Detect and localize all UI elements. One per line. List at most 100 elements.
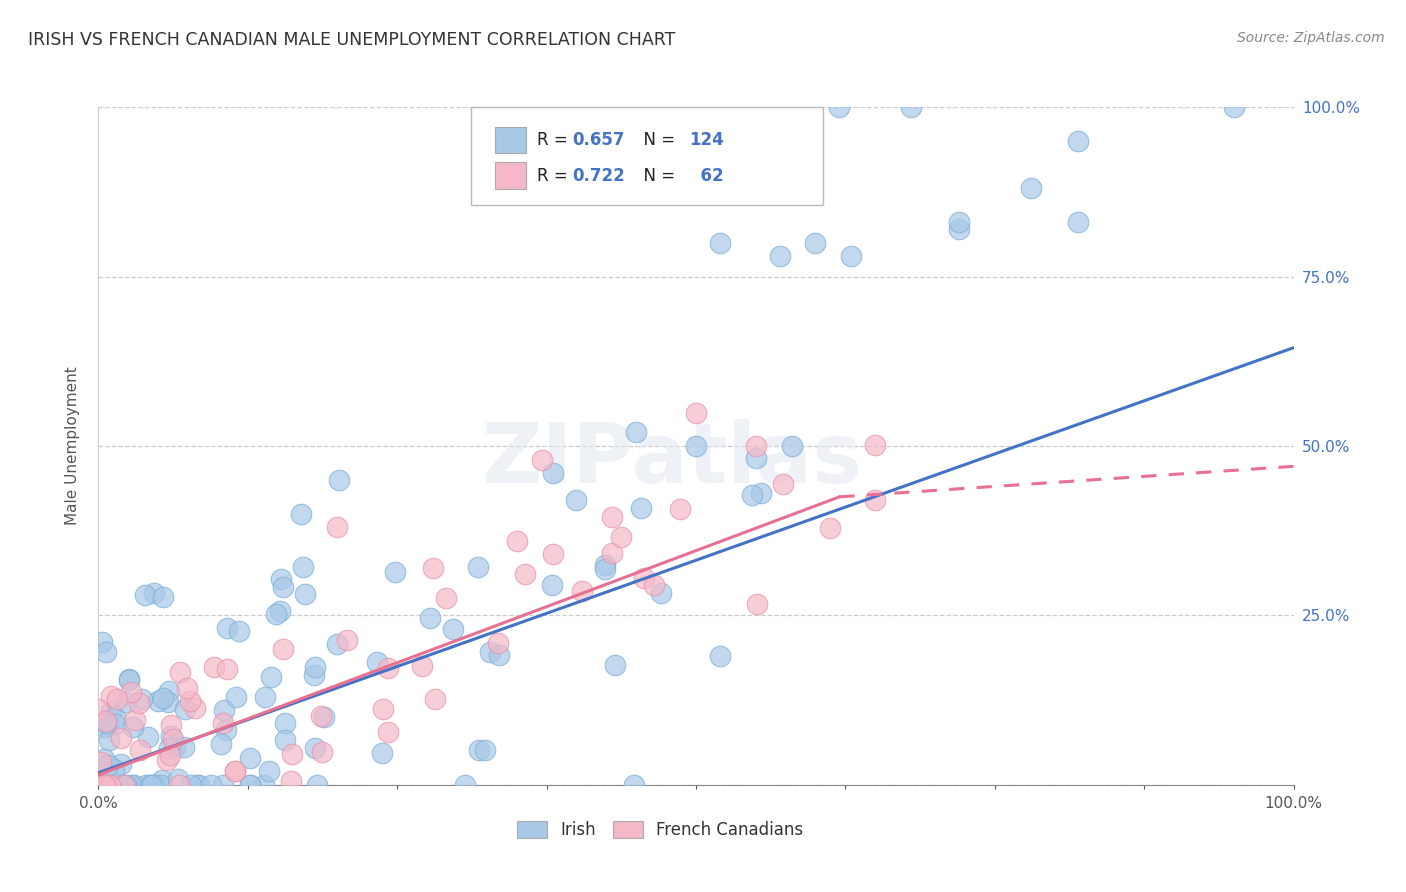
Point [104,710,127,724]
Point [541,548,564,562]
Point [311,746,333,760]
Point [162,731,184,746]
Point [900,100,922,114]
Point [747,597,769,611]
Point [312,710,335,724]
Point [209,737,232,751]
Point [328,473,350,487]
Point [467,559,489,574]
Point [828,100,851,114]
Point [110,757,132,772]
Text: 124: 124 [689,131,724,149]
Point [377,725,399,739]
Point [531,453,554,467]
Point [111,778,134,792]
Point [239,751,262,765]
Point [309,709,332,723]
Point [94,778,117,792]
Point [214,723,236,738]
Point [117,673,139,687]
Point [124,714,146,728]
Point [605,657,627,672]
Point [179,693,201,707]
Point [150,772,173,787]
Point [650,586,672,600]
Text: 62: 62 [689,167,724,185]
Point [94,778,117,792]
Point [110,731,132,745]
Point [270,573,292,587]
Point [669,501,692,516]
Point [157,684,180,698]
Text: R =: R = [537,131,574,149]
Point [305,778,328,792]
Point [186,778,208,792]
Point [107,778,129,792]
Point [384,565,406,579]
Point [160,717,183,731]
Point [150,778,173,792]
Point [98,778,121,792]
Point [304,659,326,673]
Point [103,762,125,776]
Point [129,743,152,757]
Point [515,567,537,582]
Point [602,546,624,560]
Point [152,590,174,604]
Point [96,714,118,728]
Point [454,778,477,792]
Point [741,488,763,502]
Point [214,703,236,717]
Point [643,578,665,592]
Point [709,235,731,250]
Point [266,607,288,622]
Point [141,778,163,792]
Point [100,689,122,703]
Point [271,641,294,656]
Text: IRISH VS FRENCH CANADIAN MALE UNEMPLOYMENT CORRELATION CHART: IRISH VS FRENCH CANADIAN MALE UNEMPLOYME… [28,31,675,49]
Point [253,778,276,792]
Point [1019,181,1042,195]
Point [274,732,297,747]
Point [259,764,281,778]
Point [173,739,195,754]
Point [593,558,616,573]
Point [224,764,246,779]
Point [326,637,349,651]
Point [134,588,156,602]
Point [157,695,180,709]
Point [146,694,169,708]
Point [200,778,222,792]
Point [506,533,529,548]
Point [745,450,768,465]
Point [122,778,145,792]
Point [239,778,262,792]
Point [377,661,399,675]
Point [749,485,772,500]
Point [294,587,316,601]
Point [211,778,233,792]
Point [441,622,464,636]
Point [184,701,207,715]
Point [131,691,153,706]
Point [212,716,235,731]
Point [96,715,118,730]
Point [274,716,297,731]
Point [93,778,115,792]
Point [291,560,314,574]
Text: Source: ZipAtlas.com: Source: ZipAtlas.com [1237,31,1385,45]
Point [474,743,496,757]
Text: R =: R = [537,167,574,185]
Point [280,773,302,788]
Point [120,778,142,792]
Point [94,645,117,659]
Point [468,743,491,757]
Point [156,753,179,767]
Point [118,672,141,686]
Point [167,778,190,792]
Point [188,778,211,792]
Point [114,695,136,709]
Point [128,696,150,710]
Point [371,746,394,760]
Point [304,668,326,682]
